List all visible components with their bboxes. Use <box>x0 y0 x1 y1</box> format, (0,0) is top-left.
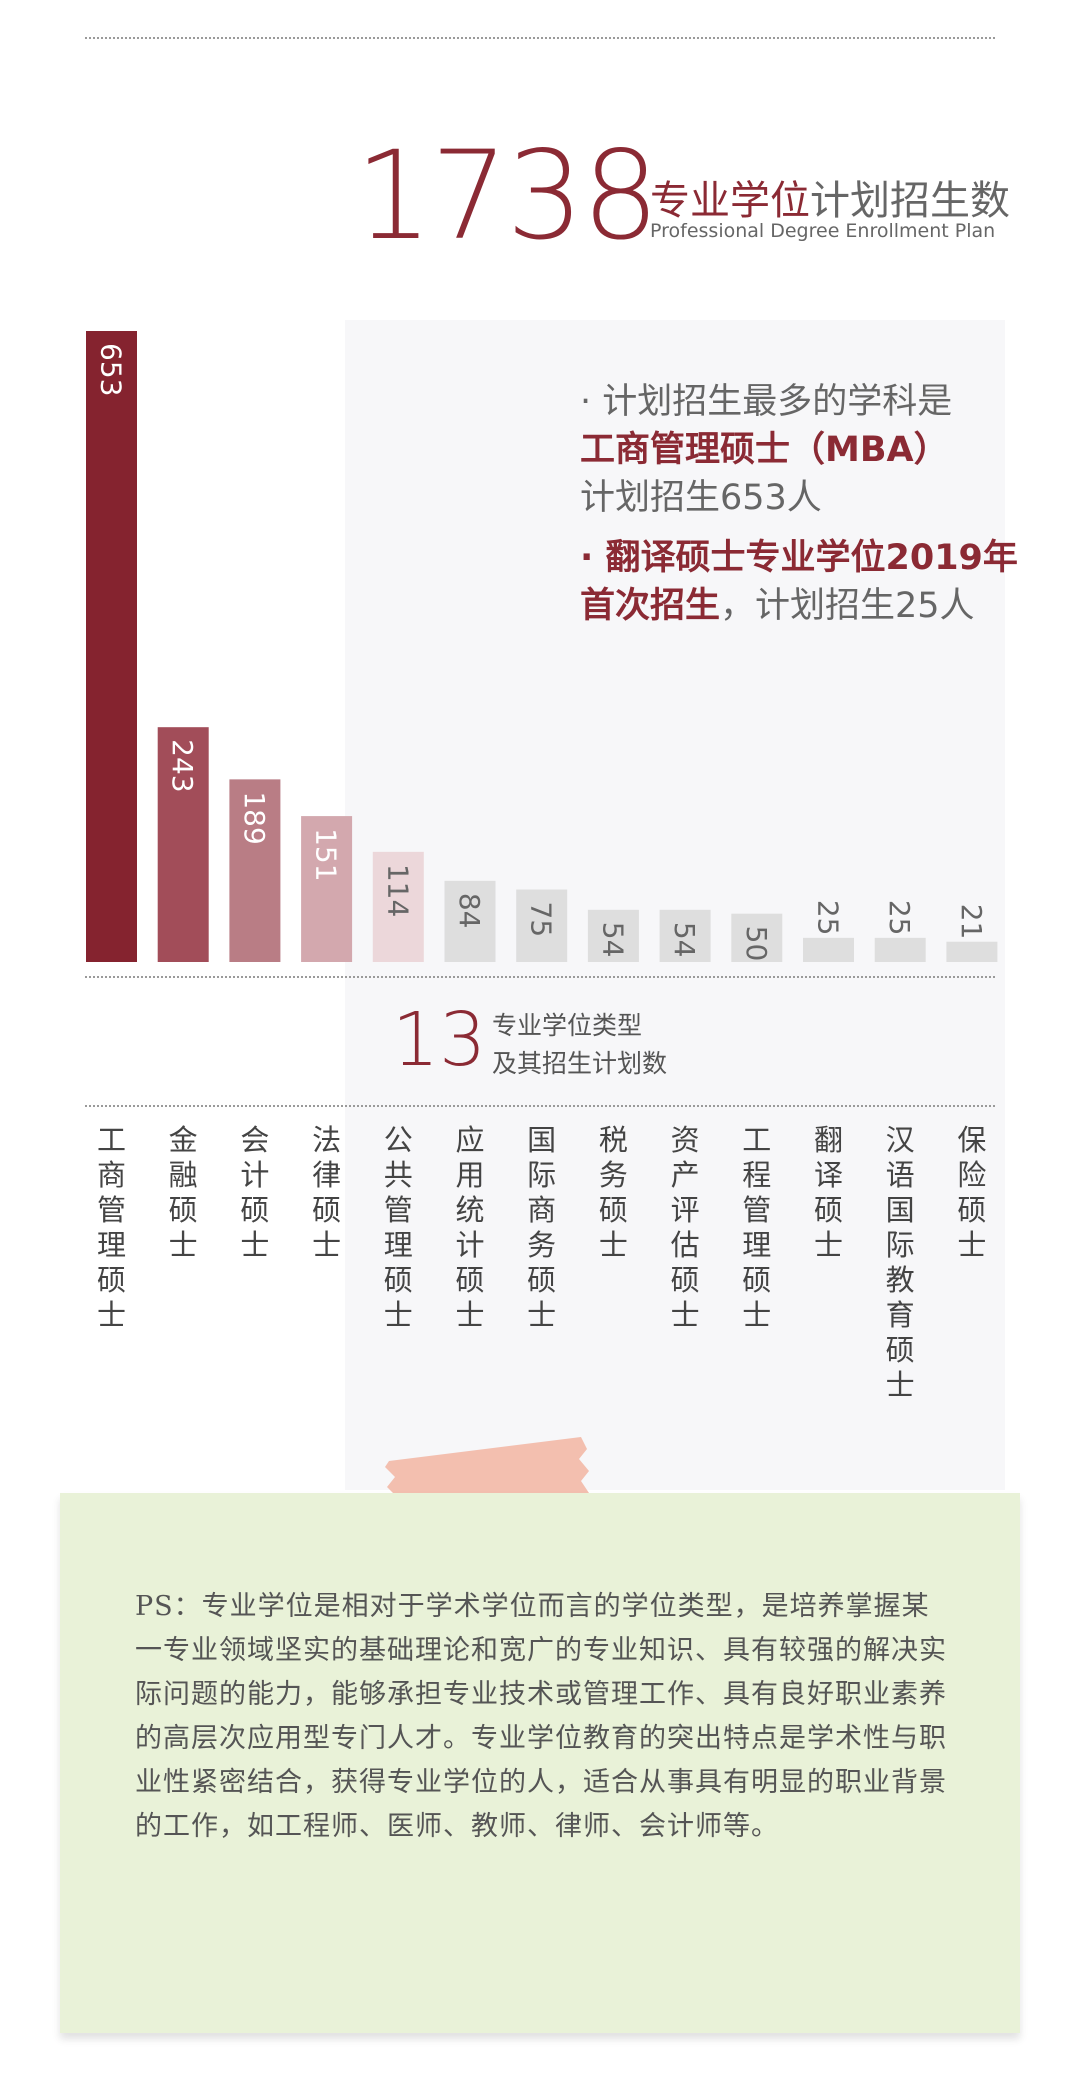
category-label-4: 法律硕士 <box>312 1123 342 1262</box>
note-text: PS：专业学位是相对于学术学位而言的学位类型，是培养掌握某一专业领域坚实的基础理… <box>135 1591 947 1842</box>
bar-value-label-3: 189 <box>238 791 271 844</box>
headline-title-accent: 专业学位 <box>650 178 810 224</box>
category-label-6: 应用统计硕士 <box>455 1123 485 1332</box>
degree-type-caption-line-2: 及其招生计划数 <box>492 1049 668 1078</box>
degree-type-caption: 专业学位类型 及其招生计划数 <box>492 1007 667 1083</box>
bar-value-label-1: 653 <box>95 343 128 396</box>
enrollment-bar-chart: 653 243 189 151 114 84 75 54 54 50 25 25 21 <box>86 331 998 962</box>
fact-most-enrolled: · 计划招生最多的学科是 工商管理硕士（MBA） 计划招生653人 <box>580 378 1020 522</box>
bar-value-label-6: 84 <box>453 893 486 929</box>
headline-subtitle: Professional Degree Enrollment Plan <box>650 220 996 242</box>
bar-3 <box>229 779 281 962</box>
bar-1 <box>86 331 137 962</box>
chart-baseline-divider <box>85 976 995 978</box>
headline-number: 1738 <box>355 125 659 267</box>
bar-value-label-13: 21 <box>955 904 988 940</box>
bar-12 <box>874 937 926 962</box>
category-label-11: 翻译硕士 <box>813 1123 843 1262</box>
category-label-12: 汉语国际教育硕士 <box>885 1123 915 1402</box>
category-label-5: 公共管理硕士 <box>383 1123 413 1332</box>
fact-1-line-1: · 计划招生最多的学科是 <box>580 382 953 422</box>
bar-value-label-5: 114 <box>381 864 414 917</box>
degree-type-caption-line-1: 专业学位类型 <box>492 1011 643 1040</box>
note-card <box>60 1493 1020 2033</box>
bar-4 <box>301 816 353 962</box>
fact-1-line-2: 工商管理硕士（MBA） <box>580 430 949 470</box>
category-label-9: 资产评估硕士 <box>670 1123 700 1332</box>
bar-13 <box>946 941 998 962</box>
category-label-13: 保险硕士 <box>957 1123 987 1262</box>
bar-8 <box>587 909 639 962</box>
fact-1-line-3: 计划招生653人 <box>580 478 822 518</box>
bar-11 <box>803 937 854 962</box>
bar-value-label-7: 75 <box>525 902 558 938</box>
bar-value-label-4: 151 <box>310 828 343 881</box>
bar-value-label-2: 243 <box>166 739 199 792</box>
bar-value-label-9: 54 <box>668 922 701 958</box>
category-label-1: 工商管理硕士 <box>96 1123 126 1332</box>
bar-5 <box>372 851 424 962</box>
bar-value-label-8: 54 <box>596 922 629 958</box>
category-label-3: 会计硕士 <box>240 1123 270 1262</box>
category-label-10: 工程管理硕士 <box>742 1123 772 1332</box>
degree-type-count: 13 <box>392 997 487 1083</box>
bar-9 <box>659 909 711 962</box>
bar-6 <box>444 880 496 962</box>
bar-value-label-10: 50 <box>740 926 773 962</box>
category-label-7: 国际商务硕士 <box>527 1123 557 1332</box>
fact-2-rest: ，计划招生25人 <box>720 586 975 626</box>
fact-2-bold: · 翻译硕士专业学位2019年首次招生 <box>580 538 1018 626</box>
bar-value-label-12: 25 <box>883 900 916 936</box>
fact-translation: · 翻译硕士专业学位2019年首次招生，计划招生25人 <box>580 534 1020 630</box>
headline-title: 专业学位计划招生数 <box>650 168 1010 226</box>
bar-7 <box>516 889 568 962</box>
bar-value-label-11: 25 <box>812 900 845 936</box>
bar-10 <box>731 913 783 962</box>
headline-title-rest: 计划招生数 <box>810 178 1010 224</box>
category-label-2: 金融硕士 <box>168 1123 198 1262</box>
category-label-8: 税务硕士 <box>598 1123 628 1262</box>
bar-2 <box>157 727 209 962</box>
top-divider <box>85 37 995 39</box>
category-divider <box>85 1105 995 1107</box>
